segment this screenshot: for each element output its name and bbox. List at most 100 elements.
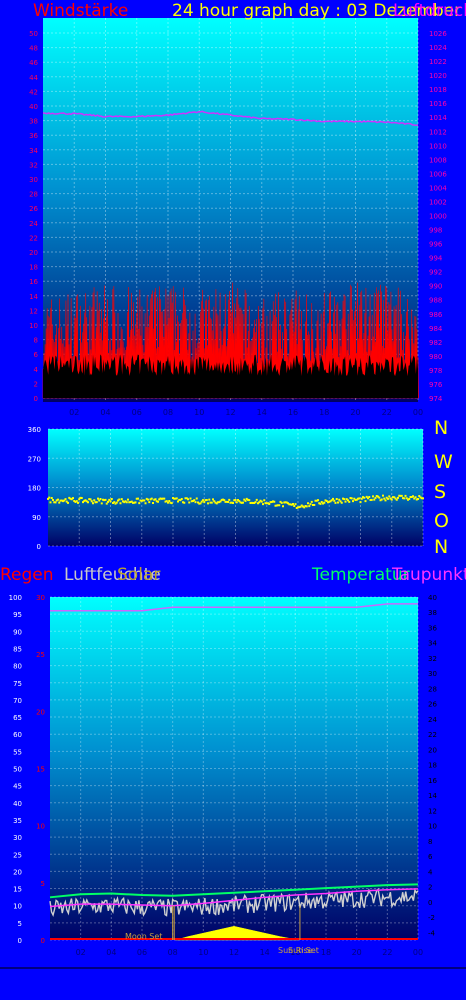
tick-label-y-left: 0	[34, 395, 38, 403]
tick-label-x: 02	[69, 408, 79, 417]
tick-label-x: 06	[132, 408, 142, 417]
tick-label-y-temperature: -2	[428, 914, 435, 922]
tick-label-y-left: 50	[29, 30, 38, 38]
tick-label-y-right: 976	[429, 381, 443, 389]
tick-label-x: 22	[382, 408, 392, 417]
compass-n-top: N	[434, 417, 448, 439]
tick-label-y-humidity: 80	[13, 663, 22, 671]
tick-label-y-left: 16	[29, 278, 38, 286]
tick-label-x: 12	[225, 408, 235, 417]
tick-label-x: 10	[198, 948, 208, 957]
tick-label-y-right: 1016	[429, 100, 447, 108]
pressure-series	[42, 110, 419, 127]
tick-label-y-right: 990	[429, 283, 442, 291]
solar-label: Solar	[117, 565, 160, 585]
tick-label-x: 10	[194, 408, 204, 417]
tick-label-x: 22	[382, 948, 392, 957]
tick-label-y-right: 1022	[429, 58, 447, 66]
tick-label-y-humidity: 85	[13, 645, 22, 653]
tick-label-x: 08	[168, 948, 178, 957]
tick-label-y-right: 1010	[429, 142, 447, 150]
tick-label-y-right: 1026	[429, 30, 447, 38]
tick-label-y-humidity: 20	[13, 868, 22, 876]
tick-label-y-temperature: 2	[428, 884, 432, 892]
humidity-label: Luftfeuchte	[64, 565, 161, 585]
tick-label-x: 00	[413, 948, 423, 957]
tick-label-y-right: 1014	[429, 114, 447, 122]
tick-label-y-left: 6	[34, 351, 39, 359]
temperature-series	[49, 883, 419, 899]
tick-label-x: 20	[352, 948, 362, 957]
tick-label-y-rain: 0	[41, 937, 45, 945]
tick-label-y-left: 42	[29, 88, 38, 96]
tick-label-x: 20	[350, 408, 360, 417]
tick-label-y-temperature: 36	[428, 624, 437, 632]
tick-label-y-right: 982	[429, 339, 442, 347]
tick-label-y-temperature: 6	[428, 853, 433, 861]
tick-label-y-left: 26	[29, 205, 38, 213]
tick-label-x: 18	[319, 408, 329, 417]
tick-label-y-left: 12	[29, 307, 38, 315]
tick-label-y-right: 974	[429, 395, 443, 403]
tick-label-y-temperature: 34	[428, 640, 437, 648]
tick-label-y-right: 1018	[429, 86, 447, 94]
tick-label-y-left: 36	[29, 132, 38, 140]
tick-label-y-right: 1012	[429, 128, 447, 136]
compass-o: O	[434, 510, 449, 532]
chart-title: 24 hour graph day : 03 Dezember 2	[172, 1, 466, 21]
tick-label-y-rain: 30	[36, 594, 45, 602]
tick-label-y-temperature: 12	[428, 807, 437, 815]
tick-label-y-humidity: 70	[13, 697, 22, 705]
tick-label-y-left: 48	[29, 45, 38, 53]
tick-label-y-temperature: 30	[428, 670, 437, 678]
humidity-detail-series	[49, 887, 419, 917]
tick-label-x: 08	[163, 408, 173, 417]
temperature-label: Temperatur	[311, 565, 410, 585]
tick-label-y-direction: 180	[28, 485, 41, 493]
tick-label-y-direction: 360	[28, 426, 41, 434]
tick-label-y-humidity: 75	[13, 680, 22, 688]
tick-label-x: 16	[290, 948, 300, 957]
tick-label-y-left: 34	[29, 147, 38, 155]
tick-label-y-right: 978	[429, 367, 442, 375]
tick-label-y-temperature: -4	[428, 929, 436, 937]
tick-label-y-right: 986	[429, 311, 443, 319]
direction-panel-bg	[48, 429, 423, 546]
tick-label-x: 14	[260, 948, 270, 957]
tick-label-y-humidity: 50	[13, 766, 22, 774]
tick-label-y-temperature: 18	[428, 762, 437, 770]
tick-label-x: 14	[257, 408, 267, 417]
tick-label-y-direction: 90	[32, 514, 41, 522]
tick-label-y-temperature: 24	[428, 716, 437, 724]
tick-label-y-temperature: 10	[428, 823, 437, 831]
tick-label-y-right: 1002	[429, 198, 447, 206]
dewpoint-label: Taupunkt	[391, 565, 466, 585]
dewpoint-series	[49, 888, 419, 908]
tick-label-y-temperature: 16	[428, 777, 437, 785]
tick-label-y-right: 980	[429, 353, 442, 361]
tick-label-y-left: 4	[34, 366, 39, 374]
tick-label-y-left: 40	[29, 103, 38, 111]
tick-label-y-humidity: 95	[13, 611, 22, 619]
tick-label-y-temperature: 20	[428, 746, 437, 754]
tick-label-y-temperature: 40	[428, 594, 437, 602]
compass-s: S	[434, 481, 446, 503]
tick-label-x: 06	[137, 948, 147, 957]
tick-label-y-left: 2	[34, 380, 38, 388]
rain-label: Regen	[0, 565, 54, 585]
tick-label-y-humidity: 10	[13, 903, 22, 911]
pressure-label: Luftdruck	[393, 1, 466, 21]
wind-base-series	[43, 354, 418, 398]
tick-label-y-right: 998	[429, 227, 442, 235]
sun-set-label: Sun Set	[288, 946, 319, 955]
tick-label-y-humidity: 90	[13, 628, 22, 636]
tick-label-y-direction: 0	[37, 543, 41, 551]
tick-label-y-humidity: 5	[18, 920, 22, 928]
humidity-series	[50, 603, 418, 612]
tick-label-y-humidity: 0	[18, 937, 22, 945]
tick-label-y-humidity: 40	[13, 800, 22, 808]
tick-label-y-left: 44	[29, 74, 38, 82]
tick-label-y-humidity: 55	[13, 748, 22, 756]
tick-label-y-rain: 20	[36, 708, 45, 716]
tick-label-y-left: 20	[29, 249, 38, 257]
